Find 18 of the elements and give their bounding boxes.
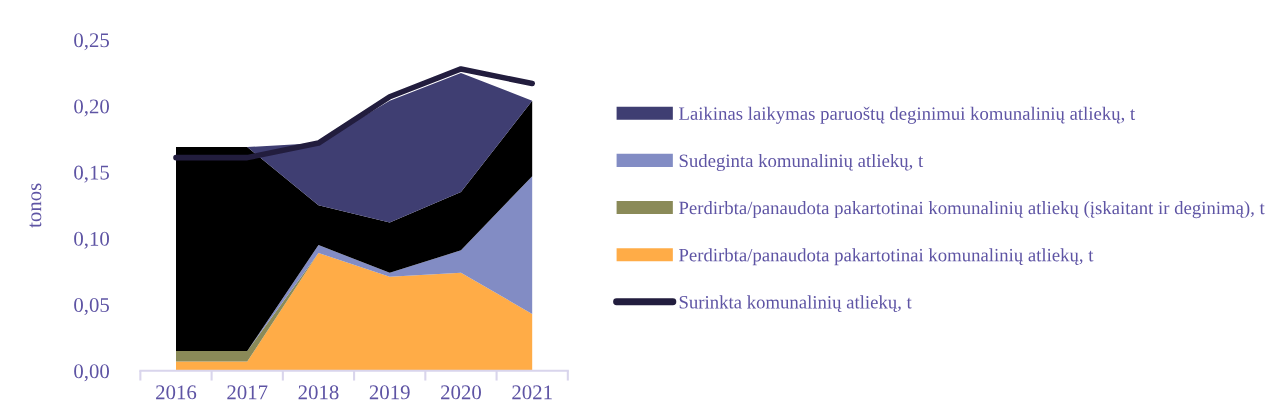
- y-tick-label: 0,25: [74, 33, 109, 51]
- x-tick-label: 2018: [298, 385, 339, 400]
- legend-label: Sudeginta komunalinių atliekų, t: [679, 153, 924, 171]
- x-tick-label: 2017: [227, 385, 268, 400]
- legend-label: Perdirbta/panaudota pakartotinai komunalinių atliekų, t: [679, 248, 1094, 266]
- x-tick-label: 2019: [369, 385, 410, 400]
- legend-label: Surinkta komunalinių atliekų, t: [679, 295, 912, 313]
- x-tick-label: 2020: [441, 385, 481, 400]
- legend-label: Perdirbta/panaudota pakartotinai komunalinių atliekų (įskaitant ir deginimą), t: [679, 201, 1265, 219]
- legend-label: Laikinas laikymas paruoštų deginimui komunalinių atliekų, t: [679, 106, 1136, 124]
- y-tick-label: 0,00: [74, 364, 110, 382]
- y-axis-title: tonos: [29, 183, 42, 228]
- y-tick-label: 0,10: [74, 231, 110, 249]
- y-tick-label: 0,15: [74, 165, 109, 183]
- y-tick-label: 0,20: [74, 99, 110, 117]
- x-tick-label: 2021: [512, 385, 552, 400]
- x-tick-label: 2016: [156, 385, 197, 400]
- y-tick-label: 0,05: [74, 297, 109, 316]
